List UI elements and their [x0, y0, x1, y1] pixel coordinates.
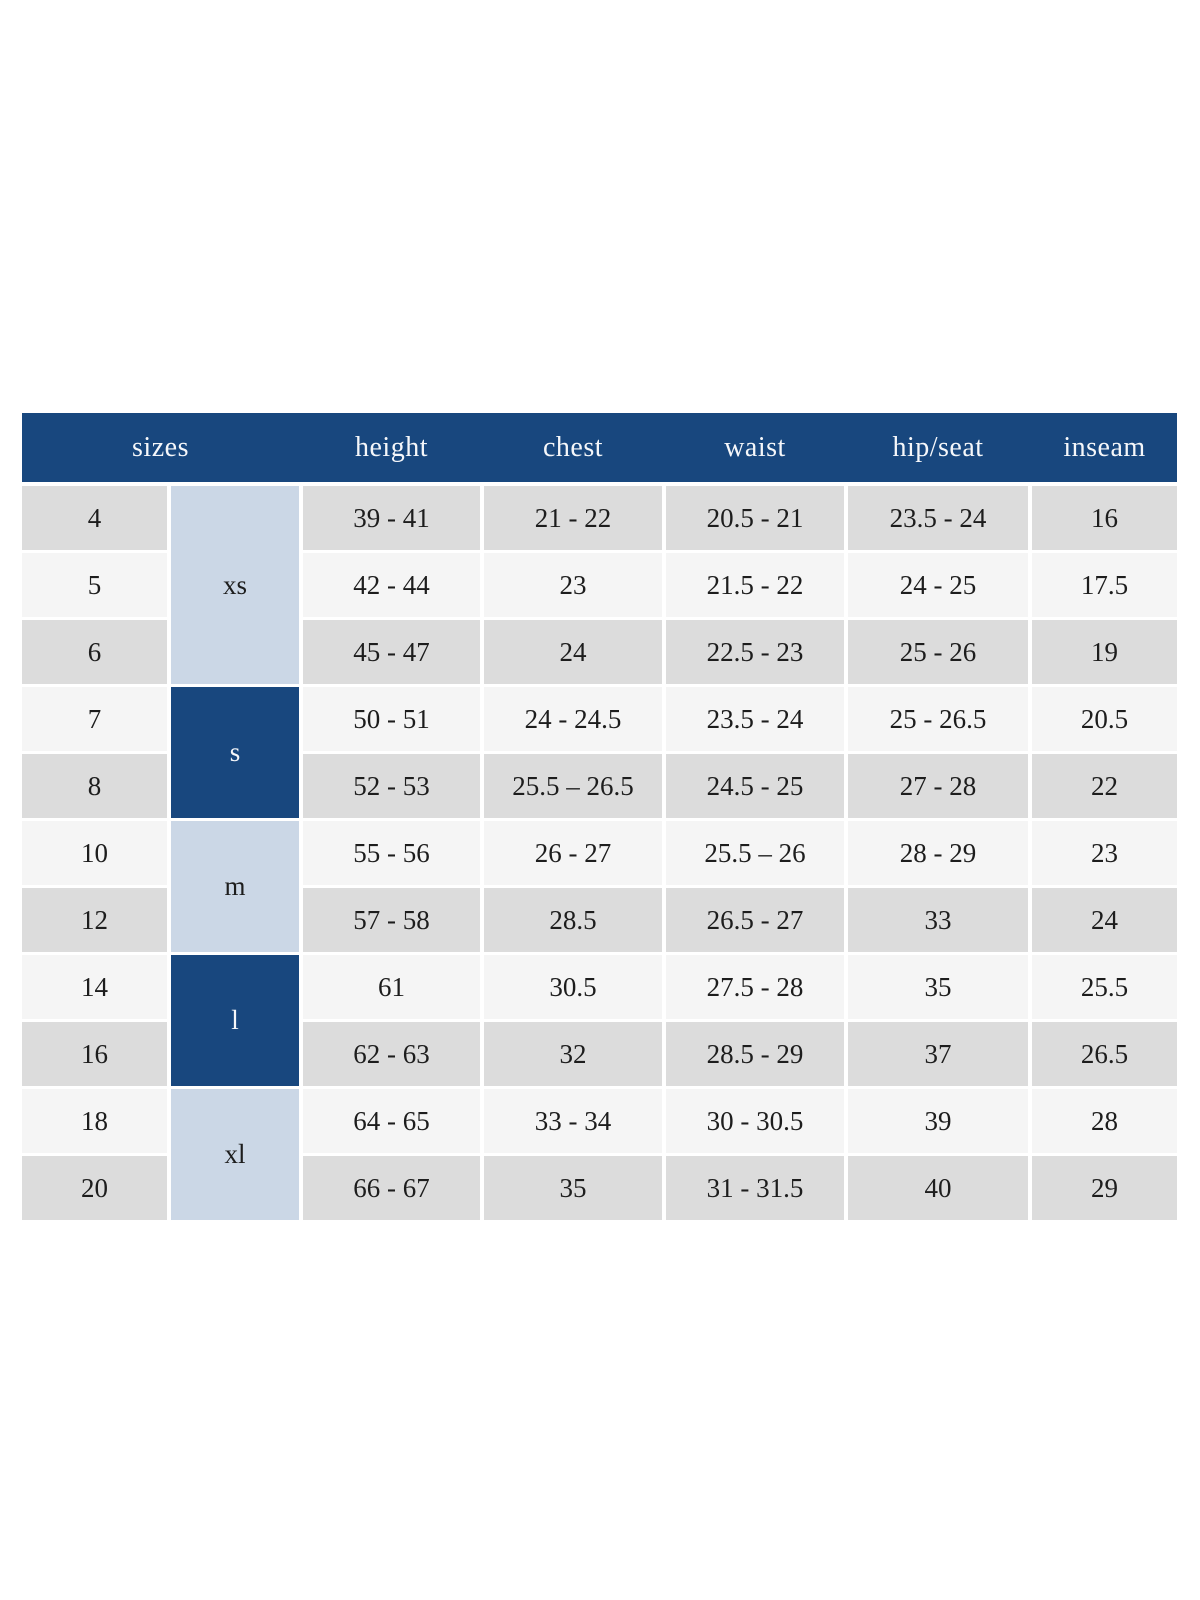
- cell-size-12: 12: [22, 888, 167, 952]
- cell-10-inseam: 23: [1032, 821, 1177, 885]
- cell-12-waist: 26.5 - 27: [666, 888, 844, 952]
- cell-7-hip-seat: 25 - 26.5: [848, 687, 1028, 751]
- cell-6-chest: 24: [484, 620, 662, 684]
- column-header-hip-seat: hip/seat: [892, 431, 984, 463]
- group-cell-s: s: [171, 687, 299, 818]
- cell-8-waist: 24.5 - 25: [666, 754, 844, 818]
- cell-size-7: 7: [22, 687, 167, 751]
- cell-10-chest: 26 - 27: [484, 821, 662, 885]
- cell-18-inseam: 28: [1032, 1089, 1177, 1153]
- cell-size-5: 5: [22, 553, 167, 617]
- cell-16-waist: 28.5 - 29: [666, 1022, 844, 1086]
- cell-size-6: 6: [22, 620, 167, 684]
- group-cell-l: l: [171, 955, 299, 1086]
- cell-10-waist: 25.5 – 26: [666, 821, 844, 885]
- cell-18-chest: 33 - 34: [484, 1089, 662, 1153]
- cell-7-chest: 24 - 24.5: [484, 687, 662, 751]
- cell-12-inseam: 24: [1032, 888, 1177, 952]
- group-cell-xs: xs: [171, 486, 299, 684]
- cell-14-height: 61: [303, 955, 480, 1019]
- cell-6-waist: 22.5 - 23: [666, 620, 844, 684]
- column-header-sizes: sizes: [132, 431, 189, 463]
- cell-14-waist: 27.5 - 28: [666, 955, 844, 1019]
- cell-7-inseam: 20.5: [1032, 687, 1177, 751]
- cell-size-10: 10: [22, 821, 167, 885]
- cell-12-hip-seat: 33: [848, 888, 1028, 952]
- cell-14-inseam: 25.5: [1032, 955, 1177, 1019]
- cell-5-inseam: 17.5: [1032, 553, 1177, 617]
- cell-18-waist: 30 - 30.5: [666, 1089, 844, 1153]
- column-header-waist: waist: [724, 431, 786, 463]
- cell-14-hip-seat: 35: [848, 955, 1028, 1019]
- cell-8-hip-seat: 27 - 28: [848, 754, 1028, 818]
- cell-4-inseam: 16: [1032, 486, 1177, 550]
- column-header-inseam: inseam: [1063, 431, 1146, 463]
- cell-5-hip-seat: 24 - 25: [848, 553, 1028, 617]
- cell-20-hip-seat: 40: [848, 1156, 1028, 1220]
- cell-5-waist: 21.5 - 22: [666, 553, 844, 617]
- cell-size-14: 14: [22, 955, 167, 1019]
- cell-10-hip-seat: 28 - 29: [848, 821, 1028, 885]
- cell-4-hip-seat: 23.5 - 24: [848, 486, 1028, 550]
- cell-8-inseam: 22: [1032, 754, 1177, 818]
- cell-6-hip-seat: 25 - 26: [848, 620, 1028, 684]
- cell-16-hip-seat: 37: [848, 1022, 1028, 1086]
- cell-5-chest: 23: [484, 553, 662, 617]
- cell-6-height: 45 - 47: [303, 620, 480, 684]
- size-chart-header: sizes height chest waist hip/seat inseam: [22, 413, 1177, 482]
- cell-4-height: 39 - 41: [303, 486, 480, 550]
- cell-12-height: 57 - 58: [303, 888, 480, 952]
- cell-5-height: 42 - 44: [303, 553, 480, 617]
- cell-6-inseam: 19: [1032, 620, 1177, 684]
- cell-8-height: 52 - 53: [303, 754, 480, 818]
- cell-7-waist: 23.5 - 24: [666, 687, 844, 751]
- cell-18-height: 64 - 65: [303, 1089, 480, 1153]
- column-header-chest: chest: [542, 431, 604, 463]
- cell-14-chest: 30.5: [484, 955, 662, 1019]
- cell-10-height: 55 - 56: [303, 821, 480, 885]
- cell-20-chest: 35: [484, 1156, 662, 1220]
- cell-size-20: 20: [22, 1156, 167, 1220]
- cell-8-chest: 25.5 – 26.5: [484, 754, 662, 818]
- cell-size-4: 4: [22, 486, 167, 550]
- group-cell-m: m: [171, 821, 299, 952]
- cell-size-16: 16: [22, 1022, 167, 1086]
- size-chart: sizes height chest waist hip/seat inseam…: [22, 413, 1177, 1220]
- cell-size-8: 8: [22, 754, 167, 818]
- cell-16-height: 62 - 63: [303, 1022, 480, 1086]
- cell-20-inseam: 29: [1032, 1156, 1177, 1220]
- cell-4-chest: 21 - 22: [484, 486, 662, 550]
- cell-20-height: 66 - 67: [303, 1156, 480, 1220]
- cell-size-18: 18: [22, 1089, 167, 1153]
- size-chart-body: xs s m l xl 4 39 - 41 21 - 22 20.5 - 21 …: [22, 486, 1177, 1220]
- cell-12-chest: 28.5: [484, 888, 662, 952]
- cell-7-height: 50 - 51: [303, 687, 480, 751]
- cell-16-inseam: 26.5: [1032, 1022, 1177, 1086]
- column-header-height: height: [355, 431, 428, 463]
- cell-4-waist: 20.5 - 21: [666, 486, 844, 550]
- group-cell-xl: xl: [171, 1089, 299, 1220]
- cell-20-waist: 31 - 31.5: [666, 1156, 844, 1220]
- cell-18-hip-seat: 39: [848, 1089, 1028, 1153]
- cell-16-chest: 32: [484, 1022, 662, 1086]
